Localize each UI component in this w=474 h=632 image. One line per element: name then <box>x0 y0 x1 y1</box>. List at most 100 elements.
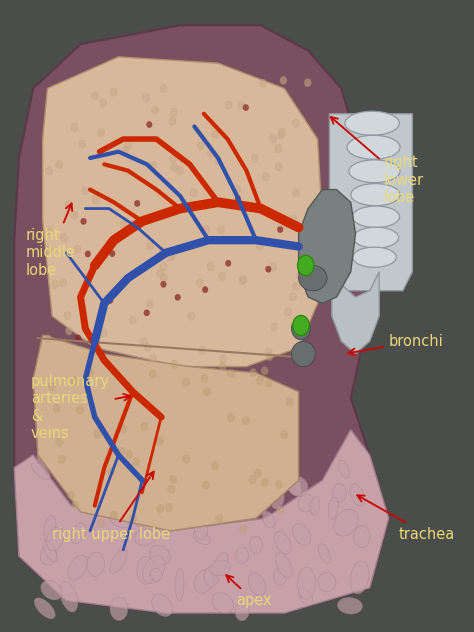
Ellipse shape <box>215 157 222 165</box>
Ellipse shape <box>61 234 68 242</box>
Ellipse shape <box>170 475 177 483</box>
Ellipse shape <box>169 155 176 163</box>
Text: right upper lobe: right upper lobe <box>52 471 171 542</box>
Ellipse shape <box>289 293 296 301</box>
Text: right
lower
lobe: right lower lobe <box>331 117 424 205</box>
Ellipse shape <box>56 438 63 446</box>
Ellipse shape <box>256 446 269 470</box>
Ellipse shape <box>129 316 136 324</box>
Polygon shape <box>43 57 322 367</box>
Ellipse shape <box>100 99 107 107</box>
Ellipse shape <box>269 263 276 271</box>
Ellipse shape <box>298 356 305 364</box>
Ellipse shape <box>338 460 349 478</box>
Ellipse shape <box>225 260 231 267</box>
Ellipse shape <box>353 247 396 267</box>
Ellipse shape <box>134 200 140 207</box>
Ellipse shape <box>129 514 137 523</box>
Ellipse shape <box>337 597 363 614</box>
Ellipse shape <box>212 462 219 470</box>
Ellipse shape <box>334 509 358 536</box>
Ellipse shape <box>160 85 167 93</box>
Ellipse shape <box>58 455 65 463</box>
Ellipse shape <box>109 250 115 257</box>
Ellipse shape <box>261 367 268 375</box>
Ellipse shape <box>144 310 149 316</box>
Ellipse shape <box>182 378 190 386</box>
Ellipse shape <box>194 520 208 539</box>
Text: pulmonary
arteries
&
veins: pulmonary arteries & veins <box>31 374 130 441</box>
Ellipse shape <box>106 495 127 518</box>
Ellipse shape <box>270 135 277 143</box>
Ellipse shape <box>240 525 247 533</box>
Ellipse shape <box>40 546 56 565</box>
Ellipse shape <box>310 496 320 515</box>
Text: apex: apex <box>226 575 272 608</box>
Ellipse shape <box>236 198 243 207</box>
Ellipse shape <box>276 506 283 514</box>
Ellipse shape <box>149 162 156 170</box>
Ellipse shape <box>295 355 302 363</box>
Polygon shape <box>14 430 389 613</box>
Ellipse shape <box>201 374 208 382</box>
Ellipse shape <box>143 94 150 102</box>
Ellipse shape <box>299 330 306 338</box>
Ellipse shape <box>71 523 86 544</box>
Ellipse shape <box>347 135 400 159</box>
Ellipse shape <box>231 202 237 209</box>
Ellipse shape <box>249 475 256 483</box>
Ellipse shape <box>141 422 148 430</box>
Ellipse shape <box>292 341 315 367</box>
Ellipse shape <box>132 458 139 466</box>
Ellipse shape <box>204 567 219 586</box>
Ellipse shape <box>219 272 226 281</box>
Ellipse shape <box>208 150 215 159</box>
Ellipse shape <box>273 569 286 585</box>
Ellipse shape <box>238 102 245 110</box>
Ellipse shape <box>68 556 87 580</box>
Ellipse shape <box>175 295 181 301</box>
Ellipse shape <box>271 323 278 331</box>
Polygon shape <box>299 190 356 303</box>
Ellipse shape <box>158 485 176 511</box>
Ellipse shape <box>262 173 269 181</box>
Ellipse shape <box>120 221 127 229</box>
Ellipse shape <box>219 355 227 363</box>
Ellipse shape <box>110 511 117 520</box>
Ellipse shape <box>140 458 162 487</box>
Ellipse shape <box>82 186 89 195</box>
Ellipse shape <box>289 477 308 497</box>
Ellipse shape <box>85 251 91 257</box>
Ellipse shape <box>60 278 67 286</box>
Ellipse shape <box>353 228 399 248</box>
Text: trachea: trachea <box>357 495 455 542</box>
Ellipse shape <box>299 265 327 291</box>
Ellipse shape <box>319 544 330 563</box>
Ellipse shape <box>190 189 197 197</box>
Ellipse shape <box>196 279 203 287</box>
Ellipse shape <box>292 282 300 290</box>
Ellipse shape <box>41 581 62 600</box>
Ellipse shape <box>45 246 52 254</box>
Ellipse shape <box>277 226 283 233</box>
Ellipse shape <box>160 274 167 282</box>
Ellipse shape <box>157 504 164 513</box>
Ellipse shape <box>206 471 229 483</box>
Ellipse shape <box>80 450 99 478</box>
Ellipse shape <box>176 166 183 174</box>
Ellipse shape <box>64 312 71 320</box>
Ellipse shape <box>266 353 273 361</box>
Ellipse shape <box>354 526 370 548</box>
Ellipse shape <box>109 512 132 528</box>
Ellipse shape <box>233 185 240 193</box>
Ellipse shape <box>195 569 214 593</box>
Ellipse shape <box>45 334 52 343</box>
Ellipse shape <box>55 161 63 169</box>
Ellipse shape <box>274 532 292 554</box>
Polygon shape <box>329 114 412 291</box>
Ellipse shape <box>98 128 105 137</box>
Ellipse shape <box>140 337 147 346</box>
Ellipse shape <box>75 335 81 341</box>
Polygon shape <box>33 335 299 531</box>
Ellipse shape <box>271 490 284 509</box>
